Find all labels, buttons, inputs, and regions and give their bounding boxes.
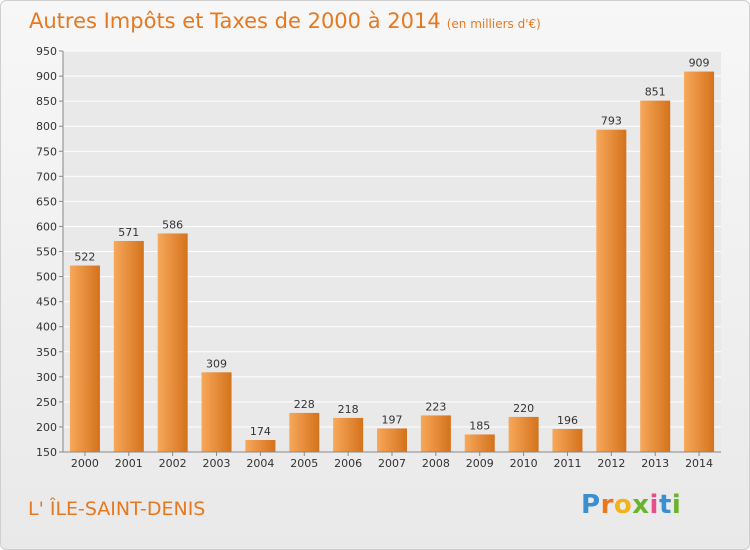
- y-tick-label: 400: [36, 321, 57, 334]
- value-label-2008: 223: [425, 400, 446, 413]
- x-tick-label-2014: 2014: [685, 457, 713, 470]
- x-tick-label-2003: 2003: [203, 457, 231, 470]
- y-tick-label: 200: [36, 421, 57, 434]
- bar-2008: [420, 415, 451, 452]
- x-tick-label-2012: 2012: [597, 457, 625, 470]
- x-tick-label-2010: 2010: [510, 457, 538, 470]
- bar-2002: [157, 233, 188, 452]
- location-label: L' ÎLE-SAINT-DENIS: [28, 498, 206, 520]
- x-axis: 2000 2001 2002 2003 2004 2005 2006 2007 2008 2009…: [63, 451, 721, 470]
- x-tick-label-2002: 2002: [159, 457, 187, 470]
- bar-2012: [596, 129, 627, 453]
- y-tick-label: 800: [36, 120, 57, 133]
- bar-2003: [201, 372, 232, 452]
- value-label-2011: 196: [557, 414, 578, 427]
- logo-letter: r: [600, 490, 614, 520]
- y-tick-label: 150: [36, 446, 57, 459]
- y-tick-label: 600: [36, 220, 57, 233]
- logo-letter: i: [671, 490, 682, 520]
- value-label-2003: 309: [206, 357, 227, 370]
- value-label-2009: 185: [469, 419, 490, 432]
- title-text: Autres Impôts et Taxes de 2000 à 2014: [29, 9, 441, 33]
- x-tick-label-2011: 2011: [553, 457, 581, 470]
- value-label-2002: 586: [162, 218, 183, 231]
- value-label-2005: 228: [294, 398, 315, 411]
- bar-2010: [508, 416, 539, 452]
- y-tick-label: 850: [36, 95, 57, 108]
- y-tick-label: 450: [36, 296, 57, 309]
- value-label-2007: 197: [382, 413, 403, 426]
- y-tick-label: 350: [36, 346, 57, 359]
- title-unit: (en milliers d'€): [446, 17, 541, 31]
- y-tick-label: 550: [36, 246, 57, 259]
- value-label-2004: 174: [250, 425, 271, 438]
- bar-2009: [464, 434, 495, 452]
- bar-2004: [245, 439, 276, 452]
- y-tick-label: 950: [36, 45, 57, 58]
- x-tick-label-2006: 2006: [334, 457, 362, 470]
- value-label-2006: 218: [338, 403, 359, 416]
- bar-2011: [552, 428, 583, 452]
- x-tick-label-2013: 2013: [641, 457, 669, 470]
- y-tick-label: 750: [36, 145, 57, 158]
- logo-letter: i: [649, 490, 659, 520]
- y-tick-label: 300: [36, 371, 57, 384]
- bar-2007: [377, 428, 407, 452]
- x-tick-label-2000: 2000: [71, 457, 99, 470]
- logo-letter: P: [581, 490, 601, 520]
- x-tick-label-2001: 2001: [115, 457, 143, 470]
- y-tick-label: 250: [36, 396, 57, 409]
- value-label-2010: 220: [513, 402, 534, 415]
- y-tick-label: 900: [36, 70, 57, 83]
- bar-2005: [289, 412, 320, 452]
- value-label-2001: 571: [118, 226, 139, 239]
- bar-2014: [684, 71, 715, 453]
- chart-title: Autres Impôts et Taxes de 2000 à 2014 (en…: [29, 9, 541, 33]
- bar-2001: [113, 240, 144, 452]
- x-tick-label-2008: 2008: [422, 457, 450, 470]
- value-label-2012: 793: [601, 115, 622, 128]
- value-label-2000: 522: [74, 251, 95, 264]
- value-label-2013: 851: [645, 86, 666, 99]
- bar-2006: [333, 417, 364, 452]
- logo-letter: o: [613, 490, 633, 520]
- logo-letter: x: [632, 490, 650, 520]
- y-axis: 150 200 250 300 350 400 450 500 550 600 650 700 750 8…: [36, 45, 64, 459]
- value-labels: 522 571 586 309 174 228 218 197 223 185 220 196 793 8…: [74, 57, 709, 438]
- y-tick-label: 700: [36, 170, 57, 183]
- y-tick-label: 650: [36, 195, 57, 208]
- x-tick-label-2005: 2005: [290, 457, 318, 470]
- x-tick-label-2009: 2009: [466, 457, 494, 470]
- bar-2000: [69, 265, 100, 452]
- x-tick-label-2004: 2004: [246, 457, 274, 470]
- logo-letter: t: [658, 490, 672, 520]
- y-tick-label: 500: [36, 271, 57, 284]
- x-tick-label-2007: 2007: [378, 457, 406, 470]
- bars: [69, 71, 715, 453]
- proxiti-logo: Proxiti: [581, 490, 681, 520]
- bar-2013: [640, 100, 671, 452]
- value-label-2014: 909: [689, 57, 710, 70]
